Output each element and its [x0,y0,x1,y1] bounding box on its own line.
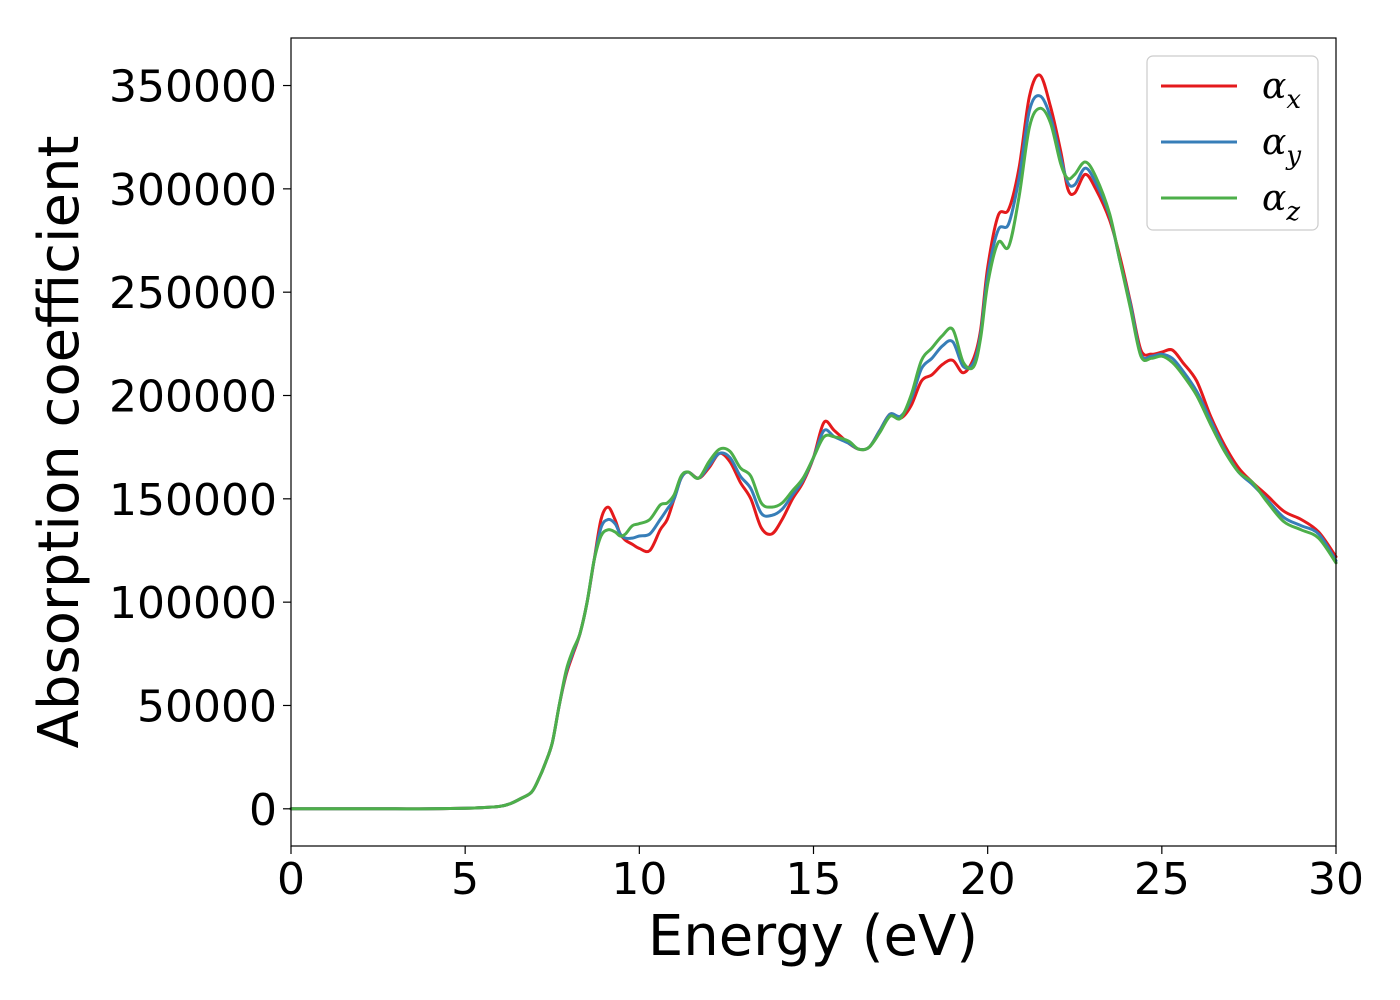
legend-label-alpha-y: αy [1262,122,1301,171]
legend-symbol: α [1262,178,1286,219]
x-tick-label: 0 [277,854,305,905]
legend-subscript: z [1285,197,1300,227]
y-tick-label: 200000 [109,372,277,423]
series-line-alpha-z [289,106,1338,811]
y-tick-label: 0 [249,785,277,836]
x-axis-label: Energy (eV) [648,904,978,969]
legend-label-alpha-z: αz [1262,178,1300,227]
legend-symbol: α [1262,66,1286,107]
y-axis: 0 50000 100000 150000 200000 250000 300000 3500… [109,62,291,836]
x-tick-label: 5 [451,854,479,905]
plot-lines [289,73,1338,811]
y-tick-label: 100000 [109,578,277,629]
x-tick-label: 30 [1308,854,1364,905]
y-axis-label: Absorption coefficient [27,136,92,749]
legend-symbol: α [1262,122,1286,163]
y-tick-label: 250000 [109,268,277,319]
y-tick-label: 350000 [109,62,277,113]
x-tick-label: 20 [960,854,1016,905]
y-tick-label: 50000 [137,681,277,732]
x-tick-label: 15 [786,854,842,905]
x-tick-label: 25 [1134,854,1190,905]
x-axis: 0 5 10 15 20 25 30 [277,846,1364,905]
legend-subscript: x [1286,85,1301,115]
legend-subscript: y [1285,141,1301,171]
y-tick-label: 150000 [109,475,277,526]
legend-label-alpha-x: αx [1262,66,1301,115]
x-tick-label: 10 [611,854,667,905]
y-tick-label: 300000 [109,165,277,216]
